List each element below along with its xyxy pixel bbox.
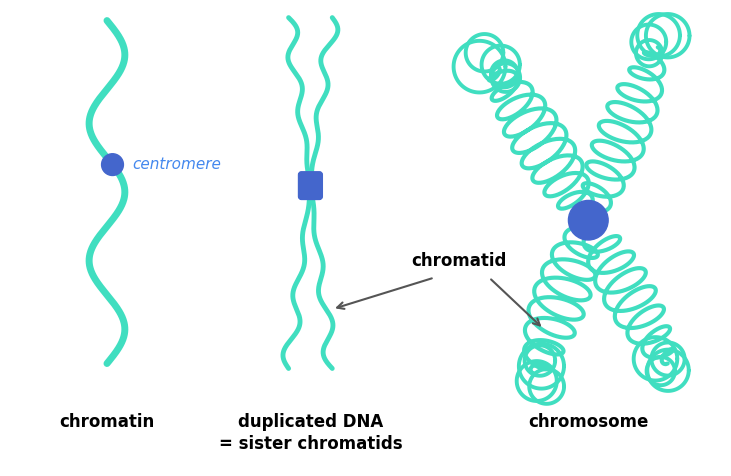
Text: chromosome: chromosome <box>528 413 648 431</box>
Circle shape <box>569 200 608 240</box>
Circle shape <box>102 154 124 176</box>
Text: duplicated DNA: duplicated DNA <box>238 413 383 431</box>
Text: centromere: centromere <box>132 157 221 172</box>
Text: chromatin: chromatin <box>59 413 154 431</box>
Text: = sister chromatids: = sister chromatids <box>219 435 402 453</box>
Text: chromatid: chromatid <box>412 252 507 269</box>
FancyBboxPatch shape <box>298 172 322 199</box>
